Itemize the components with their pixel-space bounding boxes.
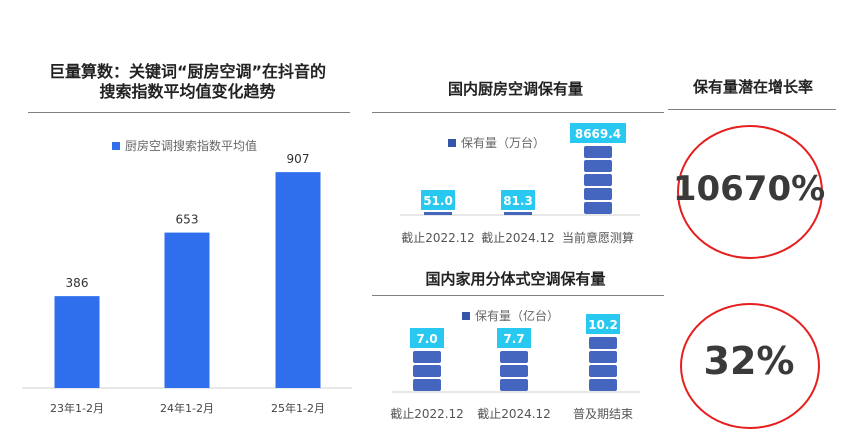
household-chart-bar-segment — [500, 365, 528, 377]
search-x-tick: 23年1-2月 — [50, 401, 104, 415]
kitchen-chart-bar-segment — [584, 160, 612, 172]
kitchen-legend-swatch — [448, 138, 456, 147]
household-chart-data-label: 7.0 — [416, 332, 437, 346]
search-data-label: 386 — [66, 276, 89, 290]
growth-bottom-ring — [680, 303, 820, 429]
household-chart-bar-segment — [413, 351, 441, 363]
kitchen-chart-bar-segment — [584, 174, 612, 186]
left-chart-title-line2: 搜索指数平均值变化趋势 — [99, 82, 276, 101]
growth-rate-title: 保有量潜在增长率 — [692, 78, 813, 96]
kitchen-ac-title: 国内厨房空调保有量 — [447, 80, 583, 98]
household-chart-data-label-box — [410, 328, 444, 348]
kitchen-chart-data-label: 81.3 — [503, 194, 533, 208]
kitchen-chart-data-label-box — [421, 190, 455, 210]
growth-bottom-value: 32% — [703, 339, 795, 383]
left-chart-title-line1: 巨量算数：关键词“厨房空调”在抖音的 — [48, 62, 327, 81]
household-chart-bar-segment — [589, 337, 617, 349]
household-chart-marks: 7.0 截止2022.12 7.7 截止2024.12 10.2 普及期结束 — [390, 314, 640, 421]
household-chart-bar-segment — [500, 379, 528, 391]
search-data-label: 653 — [176, 213, 199, 227]
household-chart-bar-segment — [589, 379, 617, 391]
kitchen-chart-data-label: 51.0 — [423, 194, 453, 208]
search-legend: 厨房空调搜索指数平均值 — [112, 137, 257, 154]
kitchen-chart-data-label-box — [501, 190, 535, 210]
growth-top-ring — [677, 125, 823, 259]
search-x-tick: 24年1-2月 — [160, 401, 214, 415]
household-legend-swatch — [462, 311, 470, 320]
kitchen-chart-x-tick: 截止2024.12 — [481, 231, 555, 245]
kitchen-chart-bar-segment — [584, 146, 612, 158]
kitchen-chart-data-label: 8669.4 — [575, 127, 621, 141]
kitchen-chart-data-label-box — [570, 123, 626, 143]
growth-title-divider — [668, 109, 836, 110]
kitchen-chart-marks: 51.0 截止2022.12 81.3 截止2024.12 8669.4 当前意愿测算 — [400, 123, 640, 245]
household-chart-data-label: 7.7 — [503, 332, 524, 346]
search-bar — [164, 232, 210, 388]
household-ac-title: 国内家用分体式空调保有量 — [425, 270, 606, 288]
household-chart-x-tick: 截止2022.12 — [390, 407, 464, 421]
search-chart-marks: 386 23年1-2月 653 24年1-2月 907 25年1-2月 — [22, 152, 352, 415]
kitchen-chart-bar — [504, 212, 532, 215]
search-legend-label: 厨房空调搜索指数平均值 — [125, 139, 258, 153]
search-bar — [275, 172, 321, 388]
household-chart-bar-segment — [589, 365, 617, 377]
kitchen-chart-x-tick: 当前意愿测算 — [562, 230, 634, 245]
kitchen-chart-bar-segment — [584, 188, 612, 200]
kitchen-chart-x-tick: 截止2022.12 — [401, 231, 475, 245]
household-legend-label: 保有量（亿台） — [475, 309, 560, 323]
household-chart-bar-segment — [500, 351, 528, 363]
kitchen-chart-bar-segment — [584, 202, 612, 214]
kitchen-legend: 保有量（万台） — [448, 134, 545, 151]
household-chart-bar-segment — [589, 351, 617, 363]
growth-top-value: 10670% — [672, 169, 826, 209]
kitchen-legend-label: 保有量（万台） — [461, 136, 546, 150]
household-chart-bar-segment — [413, 365, 441, 377]
household-chart-data-label: 10.2 — [588, 318, 618, 332]
household-chart-data-label-box — [497, 328, 531, 348]
household-chart-bar-segment — [413, 379, 441, 391]
left-chart-title: 巨量算数：关键词“厨房空调”在抖音的 搜索指数平均值变化趋势 — [20, 62, 355, 102]
kitchen-title-divider — [372, 112, 664, 113]
search-data-label: 907 — [287, 152, 310, 166]
search-bar — [54, 296, 100, 388]
household-legend: 保有量（亿台） — [462, 307, 559, 324]
kitchen-chart-bar — [424, 212, 452, 215]
search-x-tick: 25年1-2月 — [271, 401, 325, 415]
search-legend-swatch — [112, 141, 120, 150]
household-chart-x-tick: 普及期结束 — [573, 407, 633, 421]
household-chart-data-label-box — [586, 314, 620, 334]
household-chart-x-tick: 截止2024.12 — [477, 407, 551, 421]
left-title-divider — [28, 112, 350, 113]
household-title-divider — [372, 295, 664, 296]
